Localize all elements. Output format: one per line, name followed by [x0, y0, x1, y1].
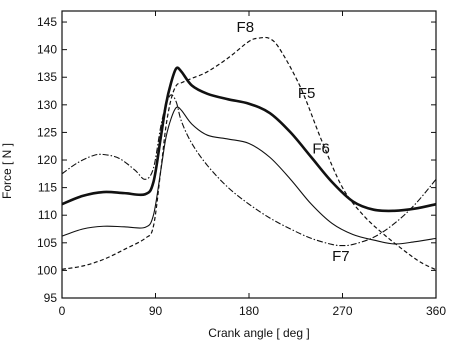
x-tick-label: 0	[59, 304, 66, 318]
x-tick-label: 90	[149, 304, 163, 318]
series-line-f7	[61, 94, 437, 247]
series-label-f5: F5	[298, 85, 316, 102]
x-axis-title: Crank angle [ deg ]	[208, 326, 309, 340]
series-line-f5	[61, 66, 437, 213]
x-tick-label: 360	[426, 304, 446, 318]
y-tick-label: 105	[37, 236, 57, 250]
y-tick-label: 110	[38, 208, 57, 222]
series-line-f6	[61, 106, 437, 245]
series-label-f7: F7	[332, 248, 350, 265]
series-label-f8: F8	[237, 19, 255, 36]
x-tick-label: 270	[332, 304, 352, 318]
y-tick-label: 135	[37, 70, 57, 84]
series-layer	[61, 36, 437, 271]
y-tick-label: 145	[37, 15, 57, 29]
x-tick-label: 180	[239, 304, 259, 318]
series-label-f6: F6	[312, 140, 330, 157]
y-tick-label: 120	[37, 153, 57, 167]
y-tick-label: 100	[37, 263, 57, 277]
y-tick-label: 115	[38, 181, 57, 195]
axes-layer: 0 90 180 270 360 95 100 105 110 115 120 125 130 135 14…	[37, 10, 446, 318]
y-axis-title: Force [ N ]	[0, 143, 14, 199]
y-tick-label: 125	[37, 125, 57, 139]
plot-frame	[61, 10, 437, 299]
y-tick-label: 140	[37, 43, 57, 57]
series-line-f8	[61, 36, 437, 271]
labels-layer: F8 F5 F6 F7	[237, 19, 350, 265]
y-tick-label: 130	[37, 98, 57, 112]
y-tick-label: 95	[44, 291, 58, 305]
